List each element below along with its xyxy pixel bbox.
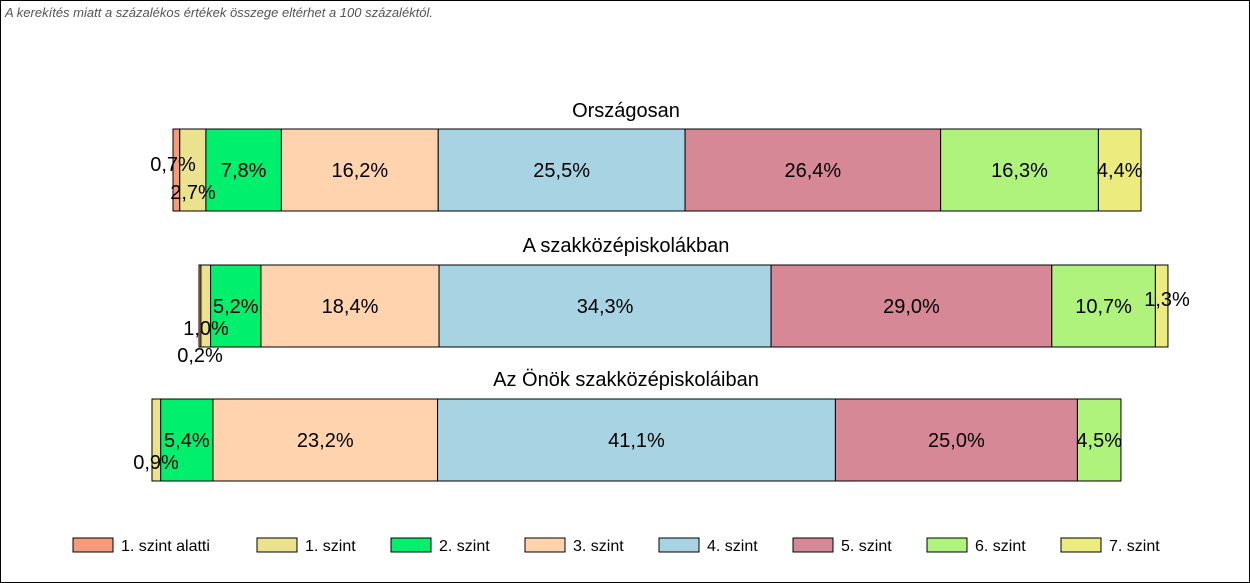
legend-label-5-szint: 5. szint <box>841 538 892 555</box>
data-label-az-onok-szakkozepiskolaiban-1-szint: 0,9% <box>133 452 179 474</box>
data-label-orszagosan-5-szint: 26,4% <box>784 160 841 182</box>
bar-title-az-onok-szakkozepiskolaiban: Az Önök szakközépiskoláiban <box>493 369 759 391</box>
bar-title-a-szakkozepiskolakban: A szakközépiskolákban <box>523 235 730 257</box>
legend-label-1-szint-alatti: 1. szint alatti <box>121 538 210 555</box>
data-label-a-szakkozepiskolakban-6-szint: 10,7% <box>1075 296 1132 318</box>
bar-segment-orszagosan-4-szint <box>437 128 686 212</box>
data-label-a-szakkozepiskolakban-1-szint-alatti: 0,2% <box>177 345 223 367</box>
data-label-a-szakkozepiskolakban-7-szint: 1,3% <box>1144 289 1190 311</box>
legend-swatch-1-szint <box>256 537 298 553</box>
data-label-az-onok-szakkozepiskolaiban-4-szint: 41,1% <box>608 430 665 452</box>
data-label-orszagosan-2-szint: 7,8% <box>221 160 267 182</box>
legend-label-1-szint: 1. szint <box>305 538 356 555</box>
legend-label-4-szint: 4. szint <box>707 538 758 555</box>
data-label-az-onok-szakkozepiskolaiban-2-szint: 5,4% <box>164 430 210 452</box>
data-label-a-szakkozepiskolakban-1-szint: 1,0% <box>183 318 229 340</box>
bar-segment-a-szakkozepiskolakban-2-szint <box>210 264 262 348</box>
legend-swatch-5-szint <box>792 537 834 553</box>
legend-swatch-6-szint <box>926 537 968 553</box>
bar-segment-orszagosan-5-szint <box>684 128 942 212</box>
data-label-az-onok-szakkozepiskolaiban-6-szint: 4,5% <box>1076 430 1122 452</box>
bar-title-orszagosan: Országosan <box>572 100 680 122</box>
legend-swatch-4-szint <box>658 537 700 553</box>
bar-segment-orszagosan-7-szint <box>1097 128 1142 212</box>
legend-label-3-szint: 3. szint <box>573 538 624 555</box>
data-label-a-szakkozepiskolakban-2-szint: 5,2% <box>213 296 259 318</box>
legend-swatch-3-szint <box>524 537 566 553</box>
bar-segment-a-szakkozepiskolakban-5-szint <box>770 264 1053 348</box>
bar-segment-orszagosan-3-szint <box>280 128 439 212</box>
data-label-az-onok-szakkozepiskolaiban-5-szint: 25,0% <box>928 430 985 452</box>
data-label-orszagosan-3-szint: 16,2% <box>331 160 388 182</box>
bar-segment-az-onok-szakkozepiskolaiban-3-szint <box>212 398 439 482</box>
data-label-orszagosan-6-szint: 16,3% <box>991 160 1048 182</box>
legend-label-2-szint: 2. szint <box>439 538 490 555</box>
bar-segment-az-onok-szakkozepiskolaiban-2-szint <box>160 398 214 482</box>
legend-swatch-2-szint <box>390 537 432 553</box>
legend-swatch-7-szint <box>1060 537 1102 553</box>
data-label-orszagosan-1-szint-alatti: 0,7% <box>150 154 196 176</box>
legend-swatch-1-szint-alatti <box>72 537 114 553</box>
data-label-orszagosan-4-szint: 25,5% <box>533 160 590 182</box>
rounding-note: A kerekítés miatt a százalékos értékek ö… <box>5 5 434 20</box>
bar-segment-az-onok-szakkozepiskolaiban-5-szint <box>834 398 1078 482</box>
bar-segment-a-szakkozepiskolakban-4-szint <box>438 264 772 348</box>
data-label-az-onok-szakkozepiskolaiban-3-szint: 23,2% <box>297 430 354 452</box>
bar-segment-a-szakkozepiskolakban-7-szint <box>1154 264 1169 348</box>
bar-segment-az-onok-szakkozepiskolaiban-6-szint <box>1076 398 1122 482</box>
data-label-a-szakkozepiskolakban-4-szint: 34,3% <box>577 296 634 318</box>
bar-segment-orszagosan-1-szint <box>179 128 207 212</box>
data-label-a-szakkozepiskolakban-5-szint: 29,0% <box>883 296 940 318</box>
data-label-a-szakkozepiskolakban-3-szint: 18,4% <box>322 296 379 318</box>
bar-segment-orszagosan-6-szint <box>940 128 1099 212</box>
bar-segment-a-szakkozepiskolakban-6-szint <box>1051 264 1156 348</box>
data-label-orszagosan-1-szint: 2,7% <box>170 182 216 204</box>
data-label-orszagosan-7-szint: 4,4% <box>1097 160 1143 182</box>
legend-label-7-szint: 7. szint <box>1109 538 1160 555</box>
bar-segment-az-onok-szakkozepiskolaiban-4-szint <box>437 398 836 482</box>
legend-label-6-szint: 6. szint <box>975 538 1026 555</box>
